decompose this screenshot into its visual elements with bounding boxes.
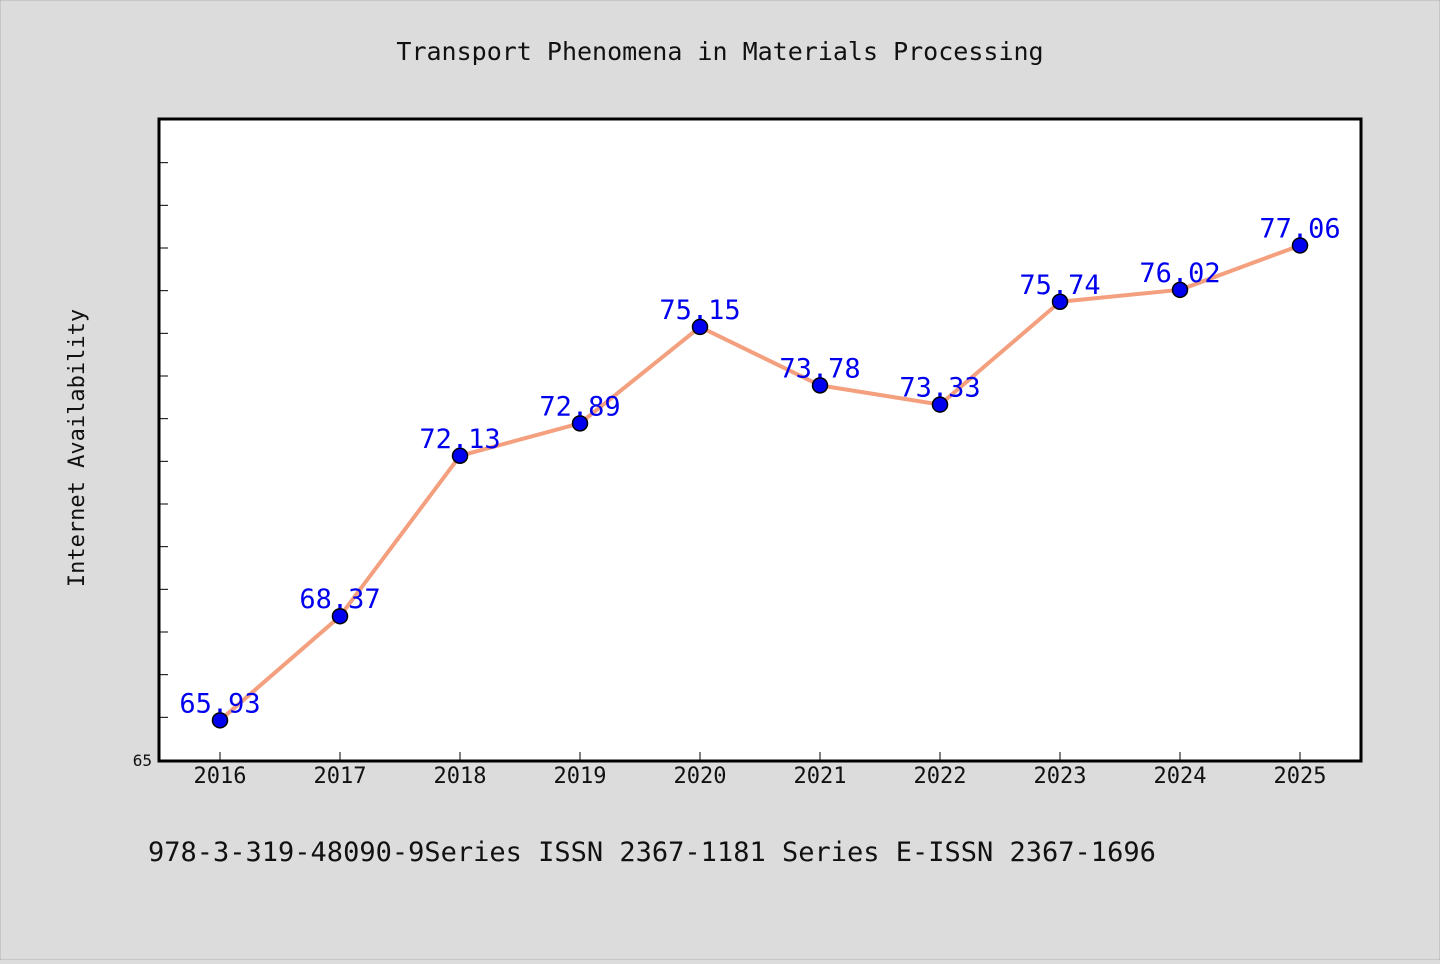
- data-point: [691, 318, 709, 336]
- x-tick-label: 2017: [314, 764, 367, 789]
- x-tick-label: 2020: [674, 764, 727, 789]
- y-axis-ticks: 65: [133, 162, 168, 770]
- data-point: [1171, 281, 1189, 299]
- series-layer: 65.93 68.37 72.13 72.89 75.15 73.78 73.33 75.74…: [179, 213, 1341, 729]
- data-label: 75.74: [1019, 270, 1100, 301]
- data-label: 73.33: [899, 373, 980, 404]
- series-line: [218, 243, 1301, 722]
- data-point: [811, 377, 829, 394]
- data-label: 72.89: [539, 391, 620, 422]
- x-tick-label: 2022: [914, 764, 967, 789]
- chart-title: Transport Phenomena in Materials Process…: [396, 37, 1043, 66]
- data-label: 68.37: [299, 584, 380, 615]
- data-point: [1291, 237, 1309, 254]
- x-axis-ticks: 2016 2017 2018 2019 2020 2021 2022 2023 2024 2025: [194, 752, 1327, 789]
- data-point: [571, 415, 589, 432]
- plot-area: [157, 117, 1363, 763]
- data-label: 77.06: [1259, 213, 1340, 244]
- x-tick-label: 2021: [794, 764, 847, 789]
- x-tick-label: 2016: [194, 764, 247, 789]
- data-label: 75.15: [659, 295, 740, 326]
- x-tick-label: 2024: [1154, 764, 1207, 789]
- data-label: 72.13: [419, 424, 500, 455]
- data-point: [931, 396, 949, 413]
- x-tick-label: 2025: [1274, 764, 1327, 789]
- data-point: [331, 607, 349, 625]
- footer-text: 978-3-319-48090-9Series ISSN 2367-1181 S…: [148, 837, 1156, 868]
- x-tick-label: 2019: [554, 764, 607, 789]
- data-label: 73.78: [779, 353, 860, 384]
- data-point: [1051, 293, 1069, 311]
- x-tick-label: 2018: [434, 764, 487, 789]
- data-point: [451, 447, 469, 465]
- data-label: 65.93: [179, 688, 260, 719]
- x-tick-label: 2023: [1034, 764, 1087, 789]
- y-axis-label: Internet Availability: [65, 309, 90, 587]
- data-label: 76.02: [1139, 258, 1220, 289]
- data-point: [211, 712, 229, 729]
- y-tick-label: 65: [133, 751, 152, 770]
